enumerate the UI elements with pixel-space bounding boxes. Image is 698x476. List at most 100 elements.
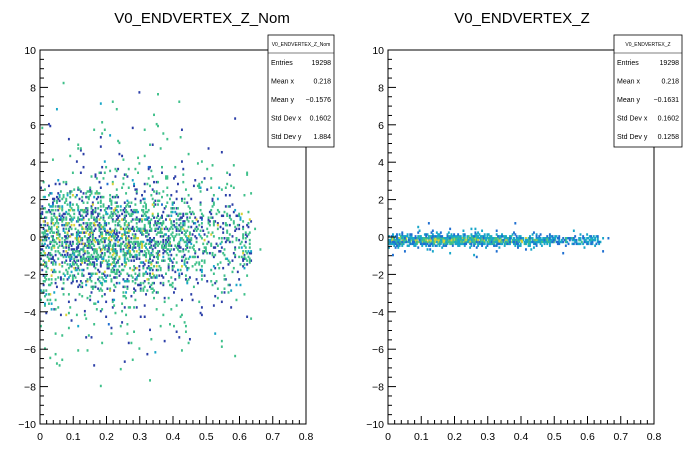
heatmap-bin — [49, 356, 52, 360]
heatmap-bin — [155, 192, 158, 195]
heatmap-bin — [510, 237, 513, 240]
heatmap-bin — [138, 265, 141, 268]
stats-row-label: Std Dev x — [271, 116, 302, 123]
heatmap-bin — [53, 268, 56, 272]
heatmap-bin — [87, 238, 90, 242]
heatmap-bin — [425, 242, 428, 246]
heatmap-bin — [514, 222, 517, 225]
heatmap-bin — [53, 238, 56, 242]
heatmap-bin — [388, 235, 390, 238]
heatmap-bin — [207, 240, 210, 244]
heatmap-bin — [106, 244, 109, 247]
heatmap-bin — [77, 349, 80, 352]
heatmap-bin — [146, 182, 149, 186]
heatmap-bin — [93, 285, 96, 289]
heatmap-bin — [161, 223, 163, 227]
heatmap-bin — [126, 225, 129, 229]
heatmap-bin — [187, 193, 190, 197]
heatmap-bin — [511, 240, 514, 244]
heatmap-bin — [179, 238, 182, 242]
heatmap-bin — [544, 240, 547, 244]
heatmap-bin — [110, 207, 113, 210]
heatmap-bin — [441, 238, 444, 242]
heatmap-bin — [483, 237, 486, 240]
heatmap-bin — [75, 193, 78, 197]
heatmap-bin — [125, 242, 128, 246]
heatmap-bin — [552, 240, 555, 244]
heatmap-bin — [87, 259, 90, 262]
heatmap-bin — [587, 237, 590, 240]
heatmap-bin — [101, 235, 104, 238]
heatmap-bin — [399, 240, 402, 244]
chart-title-right: V0_ENDVERTEX_Z — [454, 10, 590, 27]
heatmap-bin — [106, 207, 109, 210]
heatmap-bin — [62, 216, 65, 219]
heatmap-bin — [69, 208, 72, 212]
heatmap-bin — [489, 237, 492, 240]
heatmap-bin — [138, 91, 141, 94]
heatmap-bin — [71, 250, 74, 253]
heatmap-bin — [182, 255, 185, 259]
heatmap-bin — [101, 233, 104, 236]
heatmap-bin — [166, 240, 169, 244]
heatmap-bin — [111, 100, 114, 103]
heatmap-bin — [95, 218, 98, 221]
heatmap-bin — [103, 208, 106, 212]
heatmap-bin — [165, 242, 167, 246]
heatmap-bin — [231, 235, 234, 238]
heatmap-bin — [224, 257, 227, 261]
heatmap-bin — [413, 237, 416, 240]
heatmap-bin — [393, 237, 396, 240]
heatmap-bin — [507, 237, 510, 240]
heatmap-bin — [438, 238, 441, 242]
heatmap-bin — [114, 263, 117, 266]
heatmap-bin — [176, 207, 179, 210]
heatmap-bin — [127, 274, 130, 277]
heatmap-bin — [89, 246, 92, 249]
heatmap-bin — [194, 251, 197, 255]
heatmap-bin — [154, 351, 157, 354]
heatmap-bin — [234, 253, 237, 257]
heatmap-bin — [123, 233, 126, 236]
heatmap-bin — [446, 238, 449, 242]
heatmap-bin — [530, 240, 533, 244]
heatmap-bin — [403, 250, 406, 253]
heatmap-bin — [572, 238, 575, 242]
heatmap-bin — [122, 248, 125, 251]
heatmap-bin — [216, 197, 219, 201]
heatmap-bin — [161, 195, 163, 199]
heatmap-bin — [69, 259, 72, 262]
heatmap-bin — [117, 139, 120, 143]
heatmap-bin — [435, 235, 438, 238]
heatmap-bin — [126, 280, 129, 283]
heatmap-bin — [552, 237, 555, 240]
heatmap-bin — [192, 244, 195, 247]
heatmap-bin — [117, 210, 120, 214]
heatmap-bin — [55, 227, 58, 231]
heatmap-bin — [118, 274, 121, 277]
heatmap-bin — [85, 192, 88, 195]
heatmap-bin — [602, 250, 605, 253]
heatmap-bin — [81, 248, 84, 251]
heatmap-bin — [150, 253, 153, 257]
heatmap-bin — [450, 240, 453, 244]
heatmap-bin — [425, 240, 428, 244]
heatmap-bin — [50, 229, 53, 232]
heatmap-bin — [178, 233, 181, 236]
heatmap-bin — [135, 229, 138, 232]
heatmap-bin — [521, 237, 523, 240]
heatmap-bin — [401, 240, 404, 244]
heatmap-bin — [445, 244, 448, 247]
heatmap-bin — [138, 272, 141, 275]
heatmap-bin — [135, 306, 138, 309]
heatmap-bin — [216, 222, 219, 225]
heatmap-bin — [73, 266, 76, 270]
heatmap-bin — [429, 242, 432, 246]
heatmap-bin — [101, 261, 104, 264]
heatmap-bin — [219, 250, 222, 253]
heatmap-bin — [93, 218, 96, 221]
heatmap-bin — [199, 208, 202, 212]
heatmap-bin — [467, 237, 470, 240]
heatmap-bin — [118, 238, 121, 242]
